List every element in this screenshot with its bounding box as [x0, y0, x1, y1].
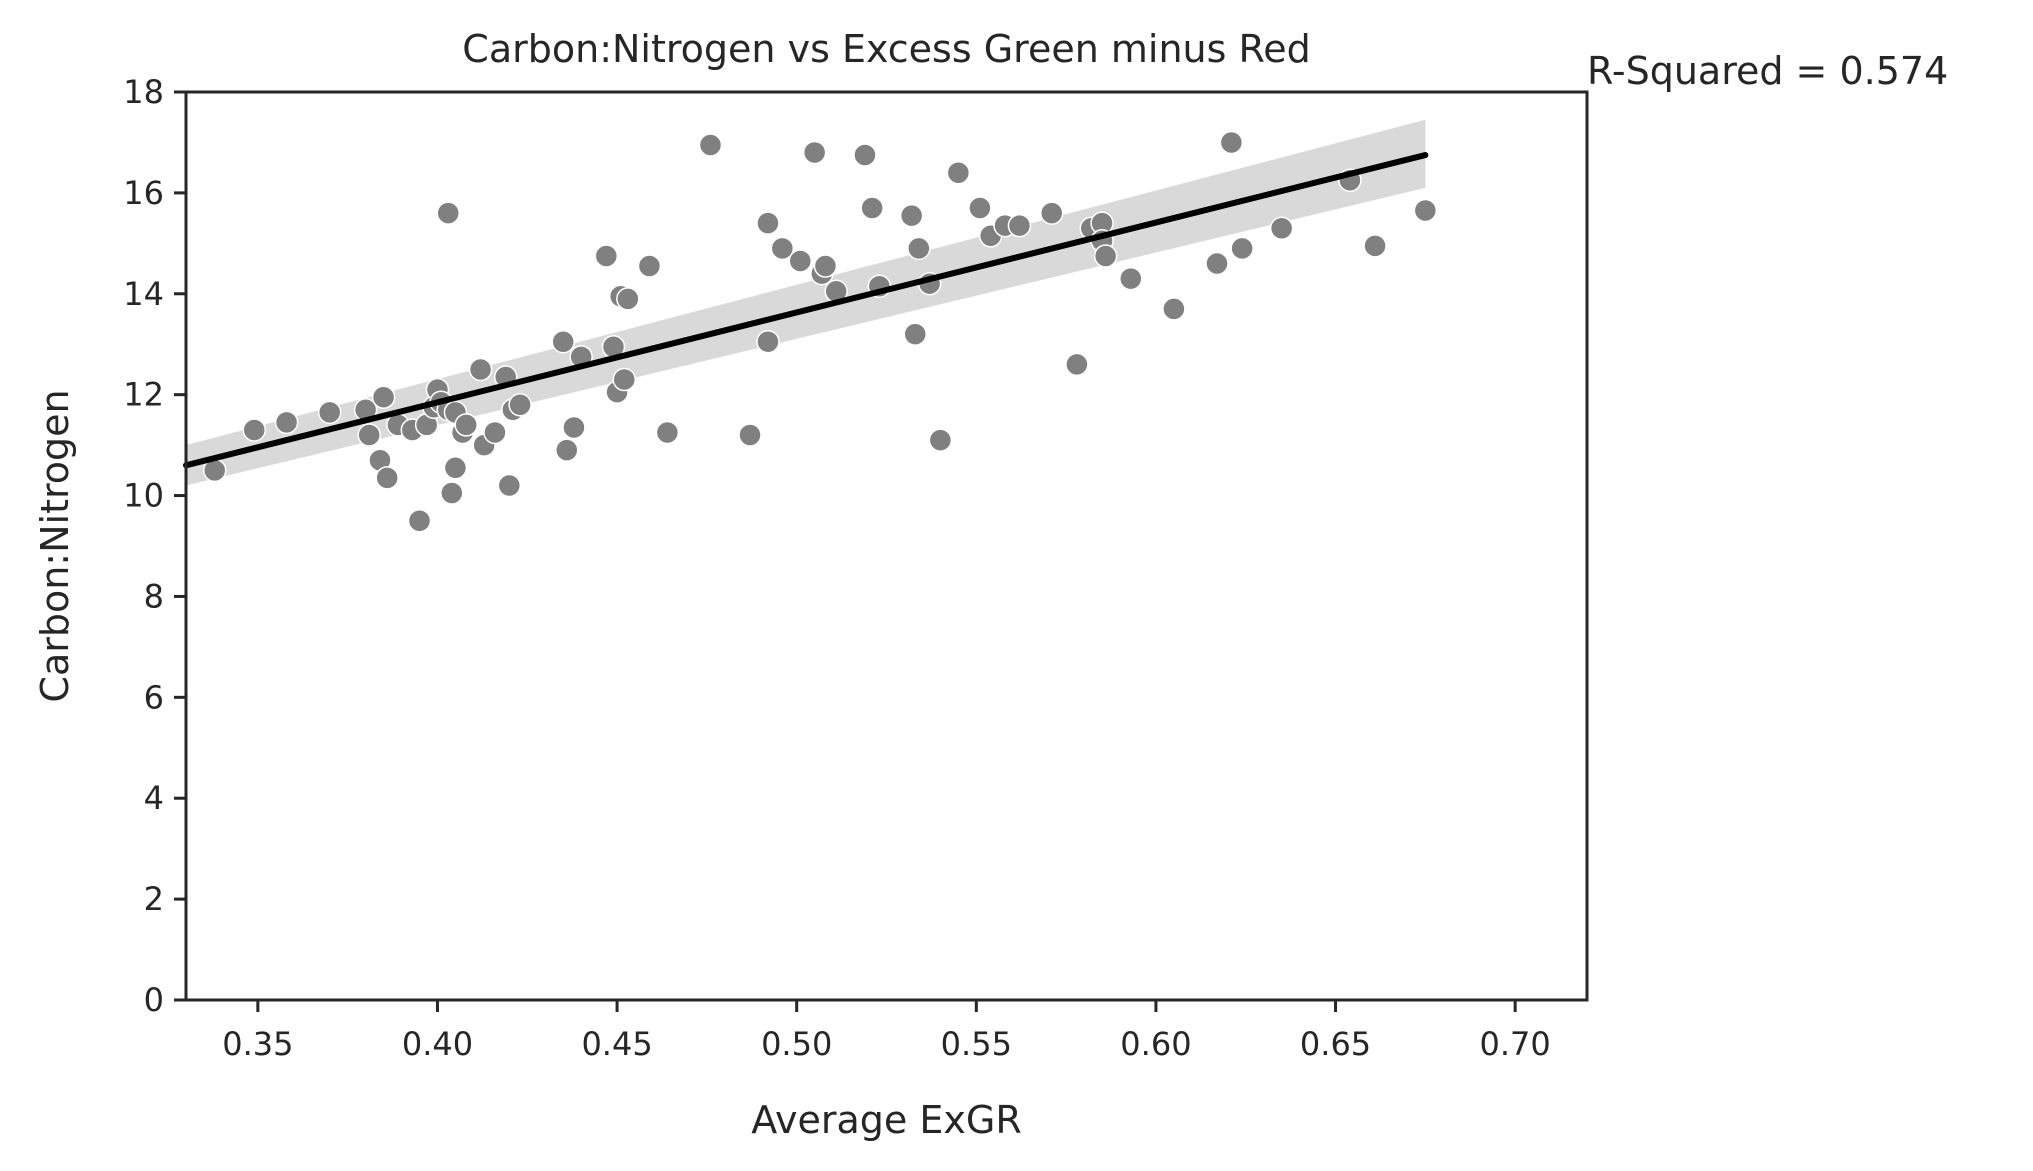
data-point [317, 400, 342, 425]
x-tick-label: 0.45 [581, 1025, 652, 1063]
data-point [698, 133, 723, 157]
x-tick-label: 0.70 [1480, 1025, 1551, 1063]
axes-frame [184, 90, 1589, 1002]
data-point [1230, 236, 1254, 261]
x-tick-label: 0.40 [402, 1025, 473, 1063]
y-tick-label: 18 [123, 73, 164, 111]
data-point [738, 423, 762, 447]
data-point [483, 420, 507, 445]
x-tick-label: 0.55 [941, 1025, 1012, 1063]
data-point [1269, 216, 1294, 240]
data-point [443, 456, 468, 480]
data-point [375, 466, 399, 490]
data-point [1413, 198, 1438, 223]
y-tick-label: 8 [144, 577, 164, 615]
data-point [616, 287, 640, 311]
data-point [407, 509, 432, 533]
data-point [562, 415, 586, 440]
chart-title: Carbon:Nitrogen vs Excess Green minus Re… [462, 27, 1310, 71]
data-point [612, 367, 637, 392]
data-point [436, 201, 460, 225]
confidence-band [186, 119, 1426, 486]
data-point [454, 413, 478, 437]
data-point [770, 236, 795, 261]
data-point [1093, 244, 1118, 268]
data-point [1363, 234, 1387, 258]
data-point [440, 481, 464, 505]
data-point [655, 420, 680, 445]
y-tick-label: 12 [123, 376, 164, 414]
r-squared-annotation: R-Squared = 0.574 [1587, 49, 1948, 93]
y-axis-label: Carbon:Nitrogen [33, 389, 77, 702]
data-point [468, 357, 493, 382]
data-point [497, 473, 522, 498]
data-point [907, 236, 931, 261]
confidence-band-layer [186, 119, 1426, 486]
data-point [756, 329, 780, 354]
data-point [813, 254, 838, 278]
data-point [594, 244, 619, 268]
data-point [946, 160, 971, 185]
data-point [508, 393, 532, 417]
x-axis-ticks: 0.35 0.40 0.45 0.50 0.55 0.60 0.65 0.70 [222, 1000, 1551, 1063]
y-tick-label: 6 [144, 678, 164, 716]
x-tick-label: 0.35 [222, 1025, 293, 1063]
data-point [637, 254, 662, 278]
data-point [371, 385, 396, 409]
data-point [1119, 266, 1143, 291]
y-tick-label: 2 [144, 880, 164, 918]
y-tick-label: 14 [123, 275, 164, 313]
data-point [903, 322, 927, 346]
data-point [1162, 297, 1186, 321]
data-point [1039, 201, 1064, 225]
x-axis-label: Average ExGR [751, 1098, 1021, 1142]
x-tick-label: 0.65 [1300, 1025, 1371, 1063]
data-point [1007, 213, 1032, 238]
data-point [1205, 251, 1229, 276]
points-layer [202, 130, 1438, 533]
data-point [802, 140, 827, 165]
data-point [756, 211, 780, 235]
y-tick-label: 10 [123, 477, 164, 515]
y-tick-label: 0 [144, 981, 164, 1019]
data-point [860, 196, 884, 220]
data-point [551, 329, 575, 354]
x-tick-label: 0.50 [761, 1025, 832, 1063]
data-point [1219, 130, 1244, 155]
regression-line [183, 152, 1429, 469]
data-point [788, 249, 813, 273]
x-tick-label: 0.60 [1120, 1025, 1191, 1063]
data-point [357, 423, 381, 447]
data-point [928, 428, 953, 452]
data-point [555, 438, 579, 462]
y-tick-label: 4 [144, 779, 164, 817]
data-point [242, 418, 267, 442]
data-point [1065, 352, 1089, 377]
data-point [274, 410, 299, 435]
y-tick-label: 16 [123, 174, 164, 212]
y-axis-ticks: 0 2 4 6 8 10 12 14 16 18 [123, 73, 186, 1019]
data-point [899, 203, 924, 228]
data-point [853, 143, 877, 167]
data-point [968, 196, 992, 220]
